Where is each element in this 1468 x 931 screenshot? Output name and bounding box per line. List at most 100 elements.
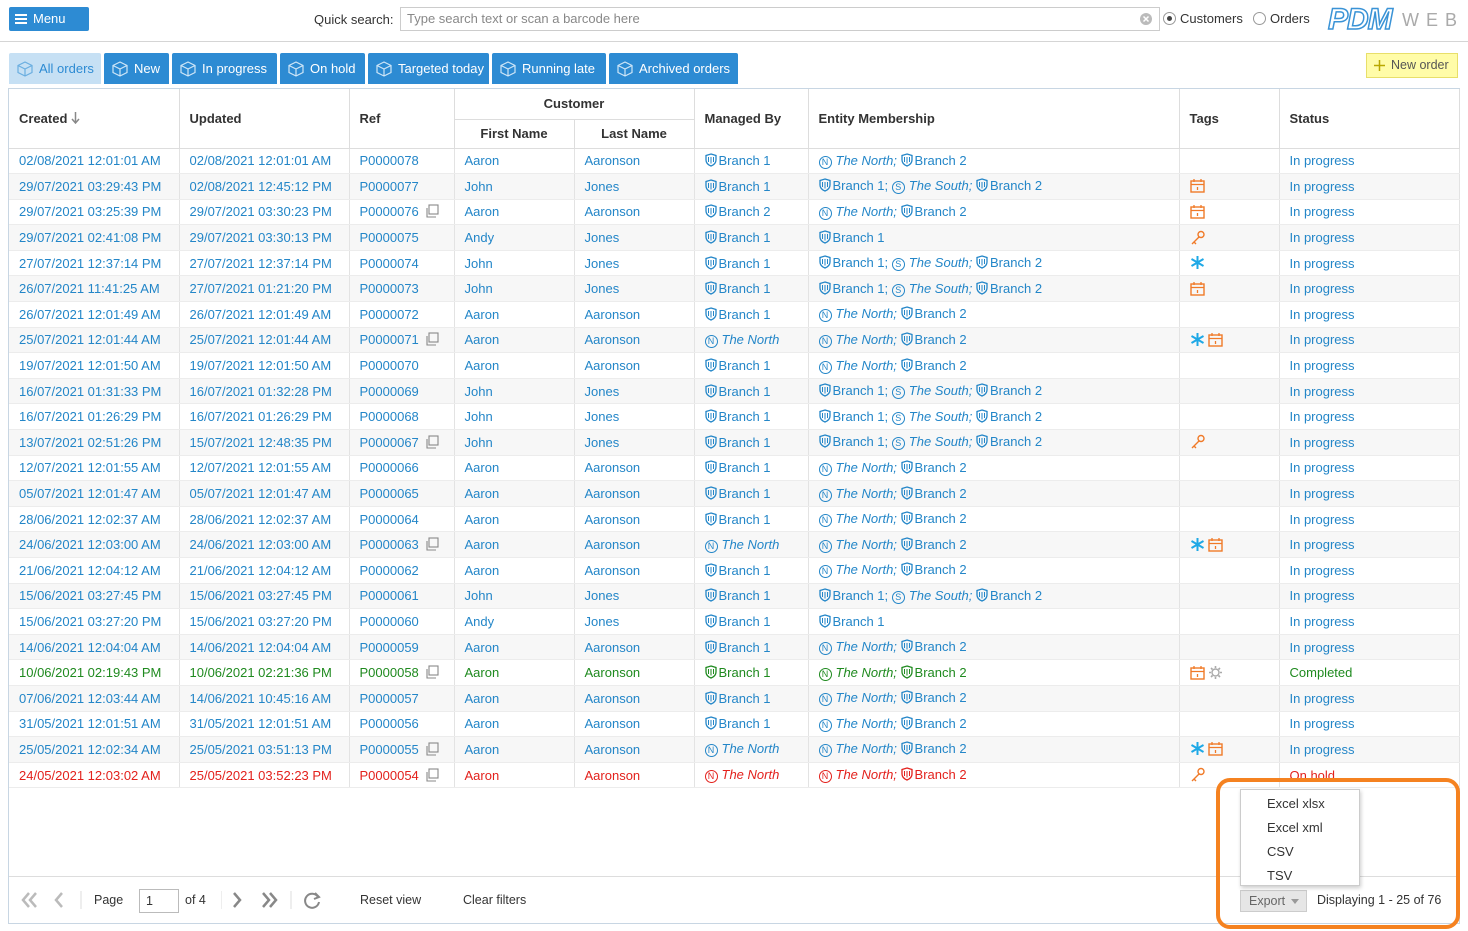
copy-icon bbox=[426, 204, 439, 219]
branch-name: Branch 1 bbox=[832, 230, 885, 246]
menu-button[interactable]: Menu bbox=[9, 7, 89, 31]
tab[interactable]: On hold bbox=[280, 53, 365, 84]
column-header[interactable]: Managed By bbox=[694, 89, 809, 149]
radio-orders[interactable]: Orders bbox=[1253, 11, 1310, 26]
created-cell: 13/07/2021 02:51:26 PM bbox=[9, 429, 180, 456]
order-row[interactable]: 10/06/2021 02:19:43 PM 10/06/2021 02:21:3… bbox=[9, 659, 1460, 686]
column-header[interactable]: Status bbox=[1279, 89, 1460, 149]
order-row[interactable]: 25/07/2021 12:01:44 AM 25/07/2021 12:01:4… bbox=[9, 327, 1460, 354]
tab[interactable]: In progress bbox=[172, 53, 277, 84]
order-row[interactable]: 16/07/2021 01:31:33 PM 16/07/2021 01:32:2… bbox=[9, 378, 1460, 405]
branch-name: Branch 1 bbox=[718, 562, 771, 578]
column-header[interactable]: Created bbox=[9, 89, 180, 149]
status-cell: In progress bbox=[1279, 685, 1460, 712]
tab[interactable]: All orders bbox=[9, 53, 101, 84]
ref-cell: P0000057 bbox=[349, 685, 455, 712]
managed-by-cell: Branch 1 bbox=[694, 557, 809, 584]
order-row[interactable]: 28/06/2021 12:02:37 AM 28/06/2021 12:02:3… bbox=[9, 506, 1460, 533]
created-cell: 28/06/2021 12:02:37 AM bbox=[9, 506, 180, 533]
order-row[interactable]: 07/06/2021 12:03:44 AM 14/06/2021 10:45:1… bbox=[9, 685, 1460, 712]
copy-icon bbox=[426, 537, 439, 551]
search-input[interactable]: Type search text or scan a barcode here bbox=[400, 7, 1160, 31]
status-cell: In progress bbox=[1279, 711, 1460, 738]
tags-cell bbox=[1179, 224, 1280, 251]
radio-customers[interactable]: Customers bbox=[1163, 11, 1243, 26]
order-row[interactable]: 25/05/2021 12:02:34 AM 25/05/2021 03:51:1… bbox=[9, 736, 1460, 763]
order-row[interactable]: 29/07/2021 02:41:08 PM 29/07/2021 03:30:1… bbox=[9, 224, 1460, 251]
order-row[interactable]: 12/07/2021 12:01:55 AM 12/07/2021 12:01:5… bbox=[9, 455, 1460, 482]
updated-cell: 15/06/2021 03:27:45 PM bbox=[179, 583, 350, 610]
order-row[interactable]: 24/06/2021 12:03:00 AM 24/06/2021 12:03:0… bbox=[9, 531, 1460, 558]
tab[interactable]: Archived orders bbox=[609, 53, 738, 84]
export-option[interactable]: CSV bbox=[1267, 844, 1294, 859]
branch-icon bbox=[704, 665, 717, 679]
ref-cell: P0000069 bbox=[349, 378, 455, 405]
ref: P0000068 bbox=[359, 409, 419, 425]
order-row[interactable]: 02/08/2021 12:01:01 AM 02/08/2021 12:01:0… bbox=[9, 148, 1460, 175]
status-cell: In progress bbox=[1279, 429, 1460, 456]
status-cell: In progress bbox=[1279, 634, 1460, 661]
branch-icon bbox=[704, 230, 717, 244]
tab[interactable]: New bbox=[104, 53, 169, 84]
export-button[interactable]: Export bbox=[1240, 890, 1307, 912]
column-header[interactable]: Last Name bbox=[574, 119, 695, 149]
order-row[interactable]: 21/06/2021 12:04:12 AM 21/06/2021 12:04:1… bbox=[9, 557, 1460, 584]
managed-by-cell: Branch 1 bbox=[694, 173, 809, 200]
order-row[interactable]: 24/05/2021 12:03:02 AM 25/05/2021 03:52:2… bbox=[9, 762, 1460, 789]
updated-cell: 16/07/2021 01:26:29 PM bbox=[179, 403, 350, 431]
copy-icon bbox=[426, 767, 439, 782]
order-row[interactable]: 29/07/2021 03:25:39 PM 29/07/2021 03:30:2… bbox=[9, 199, 1460, 226]
entity-cell: N The North; Branch 2 bbox=[808, 531, 1180, 558]
column-header[interactable]: Ref bbox=[349, 89, 455, 149]
pager-nav-next[interactable] bbox=[221, 891, 321, 909]
order-row[interactable]: 26/07/2021 11:41:25 AM 27/07/2021 01:21:2… bbox=[9, 275, 1460, 303]
region-name: The North; bbox=[835, 357, 897, 373]
order-row[interactable]: 27/07/2021 12:37:14 PM 27/07/2021 12:37:1… bbox=[9, 250, 1460, 277]
order-row[interactable]: 14/06/2021 12:04:04 AM 14/06/2021 12:04:0… bbox=[9, 634, 1460, 661]
column-header[interactable]: Updated bbox=[179, 89, 350, 149]
branch-name: Branch 2 bbox=[914, 485, 967, 501]
order-row[interactable]: 05/07/2021 12:01:47 AM 05/07/2021 12:01:4… bbox=[9, 480, 1460, 507]
entity-cell: Branch 1; S The South; Branch 2 bbox=[808, 275, 1180, 303]
column-header[interactable]: Entity Membership bbox=[808, 89, 1180, 149]
export-option[interactable]: TSV bbox=[1267, 868, 1293, 883]
order-row[interactable]: 16/07/2021 01:26:29 PM 16/07/2021 01:26:2… bbox=[9, 403, 1460, 431]
last-name-cell: Aaronson bbox=[574, 301, 695, 328]
ref: P0000067 bbox=[359, 434, 419, 450]
export-label: Export bbox=[1249, 894, 1286, 908]
export-option[interactable]: Excel xlsx bbox=[1267, 796, 1325, 811]
branch-icon bbox=[900, 562, 913, 576]
updated-cell: 10/06/2021 02:21:36 PM bbox=[179, 659, 350, 686]
updated-cell: 25/05/2021 03:52:23 PM bbox=[179, 762, 350, 789]
created-cell: 29/07/2021 03:29:43 PM bbox=[9, 173, 180, 200]
created-cell: 12/07/2021 12:01:55 AM bbox=[9, 455, 180, 482]
managed-by-cell: Branch 1 bbox=[694, 224, 809, 251]
column-header[interactable]: Tags bbox=[1179, 89, 1280, 149]
page-input[interactable]: 1 bbox=[139, 889, 179, 913]
branch-name: Branch 1 bbox=[718, 613, 771, 629]
region-badge: S bbox=[891, 386, 905, 400]
status-cell: In progress bbox=[1279, 224, 1460, 251]
branch-icon bbox=[704, 460, 717, 475]
order-row[interactable]: 13/07/2021 02:51:26 PM 15/07/2021 12:48:3… bbox=[9, 429, 1460, 456]
order-row[interactable]: 15/06/2021 03:27:45 PM 15/06/2021 03:27:4… bbox=[9, 583, 1460, 610]
clear-filters[interactable]: Clear filters bbox=[463, 893, 527, 907]
tab[interactable]: Targeted today bbox=[368, 53, 489, 84]
order-row[interactable]: 31/05/2021 12:01:51 AM 31/05/2021 12:01:5… bbox=[9, 711, 1460, 738]
export-option[interactable]: Excel xml bbox=[1267, 820, 1323, 835]
first-name-cell: Aaron bbox=[454, 148, 575, 175]
order-row[interactable]: 15/06/2021 03:27:20 PM 15/06/2021 03:27:2… bbox=[9, 608, 1460, 635]
new-order-button[interactable]: New order bbox=[1366, 53, 1458, 78]
order-row[interactable]: 19/07/2021 12:01:50 AM 19/07/2021 12:01:5… bbox=[9, 352, 1460, 379]
order-row[interactable]: 29/07/2021 03:29:43 PM 02/08/2021 12:45:1… bbox=[9, 173, 1460, 200]
order-row[interactable]: 26/07/2021 12:01:49 AM 26/07/2021 12:01:4… bbox=[9, 301, 1460, 328]
ref-cell: P0000062 bbox=[349, 557, 455, 584]
column-header[interactable]: First Name bbox=[454, 119, 575, 149]
first-name-cell: John bbox=[454, 429, 575, 456]
tab[interactable]: Running late bbox=[492, 53, 606, 84]
created-cell: 14/06/2021 12:04:04 AM bbox=[9, 634, 180, 661]
last-name-cell: Jones bbox=[574, 378, 695, 405]
updated-cell: 27/07/2021 12:37:14 PM bbox=[179, 250, 350, 277]
reset-view[interactable]: Reset view bbox=[360, 893, 422, 907]
pager-nav-prev[interactable] bbox=[21, 891, 141, 909]
